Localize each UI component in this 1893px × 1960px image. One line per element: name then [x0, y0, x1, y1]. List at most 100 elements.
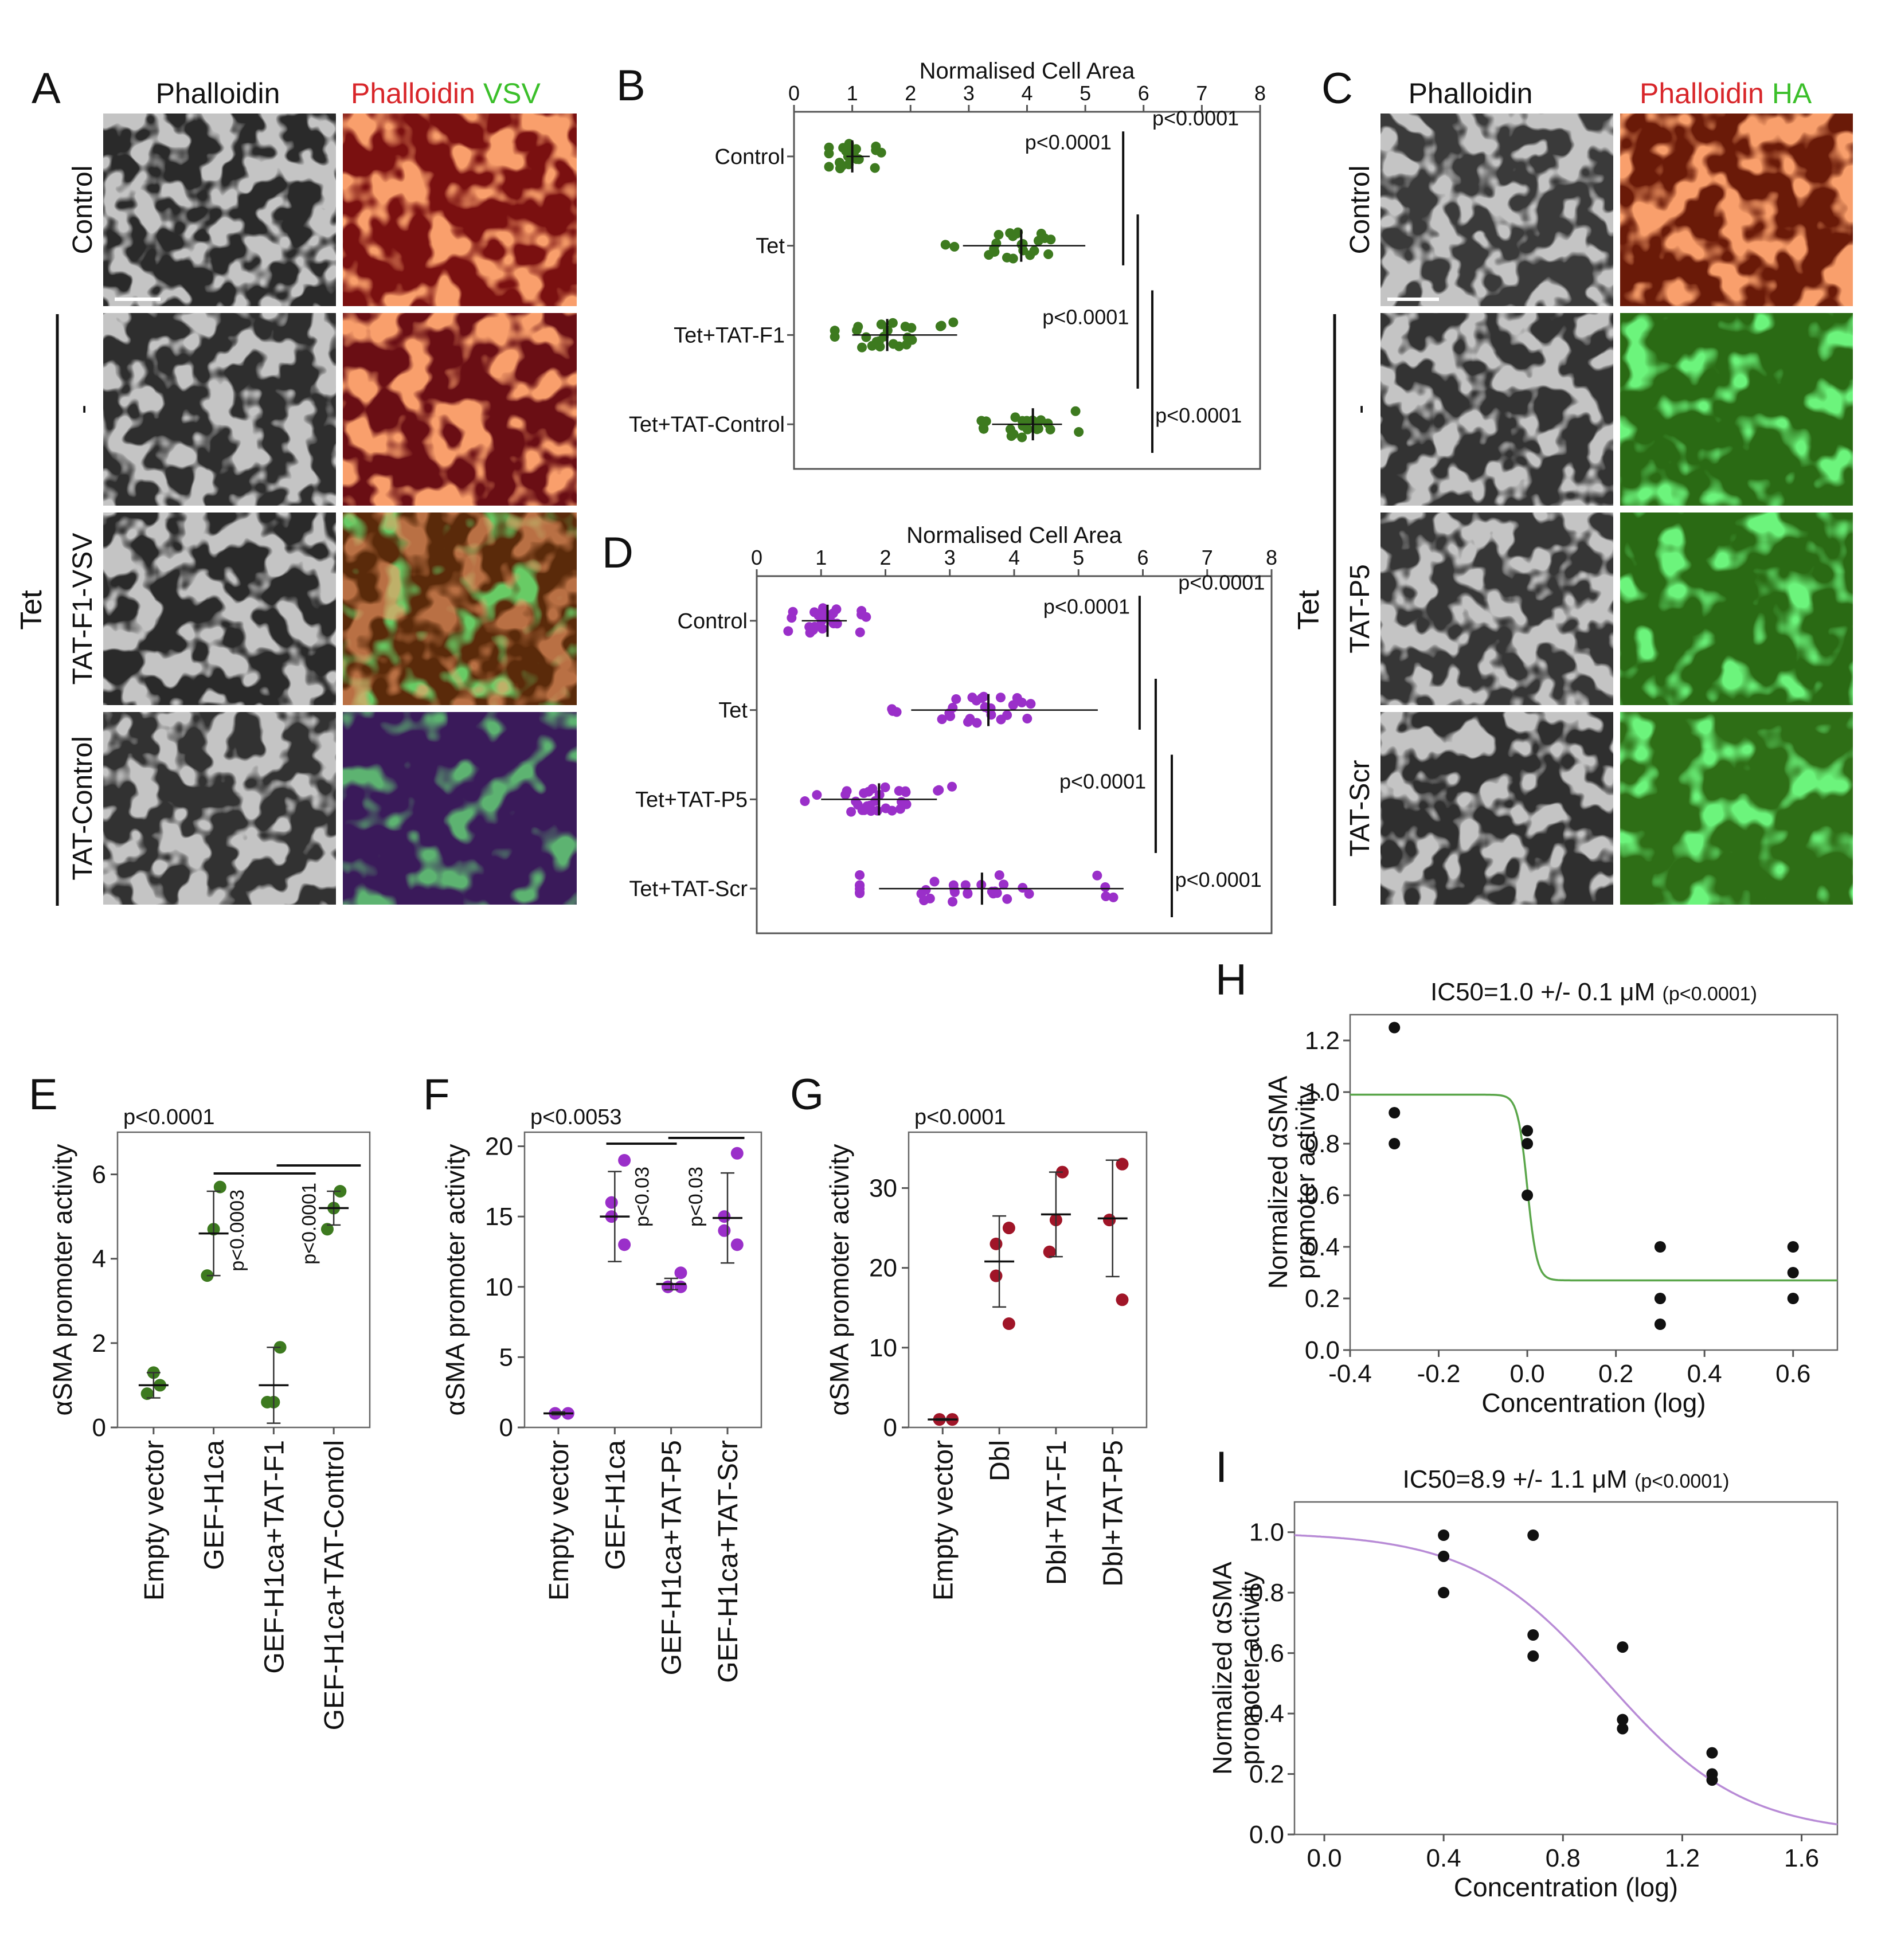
plot-frame-F [523, 1131, 762, 1429]
data-point-H [1654, 1319, 1666, 1330]
plot-frame-I [1293, 1501, 1839, 1836]
y-tick-label-E: 4 [92, 1245, 106, 1273]
chart-title-I: IC50=8.9 +/- 1.1 μM (p<0.0001) [1403, 1465, 1730, 1493]
p-value-label-F: p<0.03 [685, 1167, 707, 1227]
data-point-H [1389, 1138, 1401, 1149]
data-point-D [951, 694, 961, 704]
data-point-H [1522, 1190, 1534, 1201]
x-tick-label-I: 1.2 [1665, 1844, 1700, 1872]
data-point-D [818, 624, 828, 634]
panel-letter-a: A [32, 64, 61, 113]
data-point-D [855, 870, 865, 880]
data-point-D [921, 885, 931, 895]
p-value-label-D: p<0.0001 [1178, 570, 1265, 594]
col-header-green: VSV [483, 77, 541, 109]
data-point-D [947, 781, 957, 792]
y-tick-label-E: 6 [92, 1161, 106, 1189]
data-point-B [1033, 236, 1043, 246]
data-point-D [900, 786, 910, 796]
data-point-D [873, 805, 883, 816]
data-point-B [989, 247, 1000, 257]
category-label-B: Tet+TAT-Control [629, 413, 785, 437]
p-value-label-B: p<0.0001 [1152, 106, 1239, 130]
y-tick-label-F: 20 [485, 1133, 513, 1161]
p-value-label-B: p<0.0001 [1155, 404, 1242, 427]
x-tick-label-I: 0.8 [1546, 1844, 1581, 1872]
category-label-F: GEF-H1ca [600, 1440, 631, 1570]
category-label-D: Tet [718, 699, 748, 723]
x-tick-label-B: 2 [905, 81, 916, 105]
x-tick-label-B: 1 [847, 81, 858, 105]
data-point-B [978, 423, 988, 433]
row-label-tat-p5: TAT-P5 [1345, 564, 1375, 654]
y-tick-label-F: 15 [485, 1203, 513, 1231]
data-point-B [949, 241, 960, 252]
y-axis-label-H: Normalized αSMA [1263, 1075, 1293, 1289]
data-point-B [894, 341, 904, 351]
data-point-D [999, 879, 1009, 890]
data-point-D [1022, 713, 1032, 723]
data-point-D [855, 884, 865, 894]
x-tick-label-B: 7 [1196, 81, 1207, 105]
p-value-label-D: p<0.0001 [1175, 868, 1262, 891]
y-axis-label-I: promoter activity [1235, 1571, 1265, 1765]
data-point-D [960, 880, 971, 890]
data-point-G [1002, 1317, 1015, 1331]
col-header-merged-c: Phalloidin HA [1640, 77, 1812, 109]
p-value-label-D: p<0.0001 [1059, 770, 1146, 793]
data-point-B [1006, 431, 1016, 441]
chart-title-D: Normalised Cell Area [906, 523, 1122, 548]
data-point-D [1002, 894, 1012, 904]
data-point-G [1116, 1293, 1129, 1306]
group-label-tet: Tet [15, 590, 48, 630]
data-point-B [871, 145, 881, 155]
data-point-D [1017, 698, 1027, 708]
data-point-B [1043, 249, 1054, 259]
x-tick-label-D: 4 [1008, 546, 1020, 569]
data-point-B [935, 321, 945, 331]
p-value-label-G: p<0.0001 [914, 1105, 1006, 1129]
ic50-pvalue-H: (p<0.0001) [1663, 983, 1757, 1005]
data-point-B [1008, 231, 1018, 241]
col-header-phalloidin-c: Phalloidin [1409, 77, 1533, 109]
y-tick-label-H: 0.8 [1305, 1130, 1340, 1158]
x-tick-label-H: 0.2 [1598, 1360, 1633, 1388]
y-axis-label-H: promoter activity [1290, 1086, 1320, 1279]
data-point-H [1787, 1293, 1799, 1304]
charts-layer: Normalised Cell Area 0 1 2 3 4 5 6 7 8 Control Tet T… [48, 58, 1839, 1902]
data-point-D [945, 711, 955, 721]
data-point-B [1045, 424, 1055, 435]
y-tick-label-H: 0.2 [1305, 1285, 1340, 1313]
row-label-tat-control: TAT-Control [68, 736, 98, 881]
col-header-phalloidin: Phalloidin [156, 77, 280, 109]
data-point-D [995, 693, 1006, 703]
data-point-D [800, 796, 810, 807]
x-tick-label-H: 0.6 [1775, 1360, 1810, 1388]
data-point-D [901, 799, 912, 809]
data-point-D [887, 805, 897, 816]
y-tick-label-H: 0.0 [1305, 1336, 1340, 1364]
p-value-label-F: p<0.03 [631, 1167, 653, 1227]
panel-letter-i: I [1215, 1443, 1227, 1492]
data-point-B [857, 342, 867, 353]
data-point-G [1103, 1214, 1116, 1227]
p-value-label-E: p<0.0001 [299, 1183, 320, 1265]
micrograph-grid-a [103, 114, 577, 905]
data-point-D [809, 607, 820, 617]
data-point-B [861, 332, 871, 342]
col-header-green-c: HA [1772, 77, 1812, 109]
row-label-control-c: Control [1345, 166, 1375, 255]
data-point-D [1026, 699, 1036, 709]
x-tick-label-B: 3 [963, 81, 975, 105]
category-label-E: Empty vector [139, 1440, 170, 1601]
y-tick-label-I: 0.0 [1249, 1821, 1284, 1849]
y-axis-label-F: αSMA promoter activity [440, 1144, 470, 1416]
data-point-D [828, 619, 839, 629]
p-value-label-F: p<0.0053 [530, 1105, 622, 1129]
x-tick-label-B: 4 [1021, 81, 1032, 105]
data-point-B [830, 332, 840, 342]
data-point-D [818, 603, 828, 613]
x-tick-label-D: 2 [879, 546, 891, 569]
data-point-G [1002, 1222, 1015, 1235]
